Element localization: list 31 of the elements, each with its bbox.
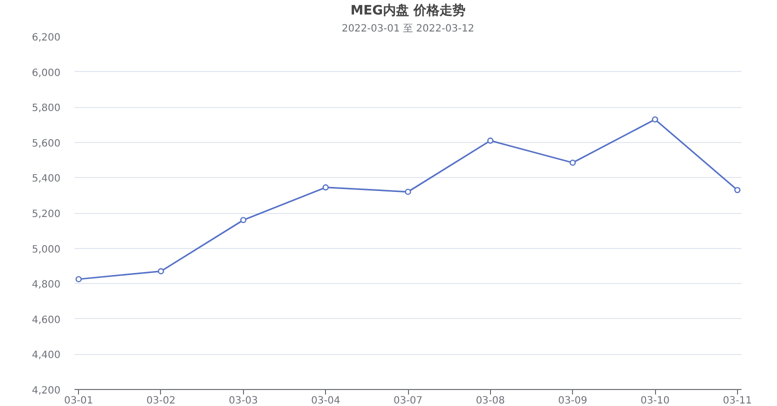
y-tick-label: 5,200 (32, 209, 61, 220)
y-tick-label: 5,400 (32, 174, 61, 185)
point (76, 276, 82, 282)
point (487, 138, 494, 144)
y-tick-label: 5,800 (32, 103, 61, 114)
y-tick-label: 6,000 (32, 68, 61, 79)
y-tick-label: 4,400 (32, 350, 61, 362)
y-tick-label: 5,600 (32, 138, 61, 150)
x-tick-label: 03-03 (228, 396, 258, 406)
point (158, 268, 164, 274)
chart-subtitle: 2022-03-01 至 2022-03-12 (342, 24, 474, 34)
x-tick-label: 03-10 (640, 396, 670, 406)
y-tick-label: 6,200 (32, 32, 61, 44)
x-tick-label: 03-08 (476, 396, 505, 406)
x-tick-label: 03-04 (311, 396, 340, 406)
y-tick-label: 4,800 (32, 280, 61, 291)
point (322, 184, 329, 191)
y-tick-label: 4,600 (32, 314, 61, 326)
point (734, 186, 740, 194)
y-tick-label: 5,000 (32, 244, 61, 256)
x-tick-label: 03-11 (722, 396, 752, 406)
x-tick-label: 03-07 (393, 396, 423, 406)
x-tick-label: 03-09 (558, 396, 588, 406)
chart-title: MEG内盘 价格走势 (350, 2, 466, 18)
point (652, 116, 658, 123)
x-tick-label: 03-01 (64, 396, 94, 406)
y-tick-label: 4,200 (32, 386, 61, 396)
x-tick-label: 03-02 (146, 396, 176, 406)
point (570, 160, 576, 166)
point (240, 216, 246, 224)
point (404, 188, 412, 195)
